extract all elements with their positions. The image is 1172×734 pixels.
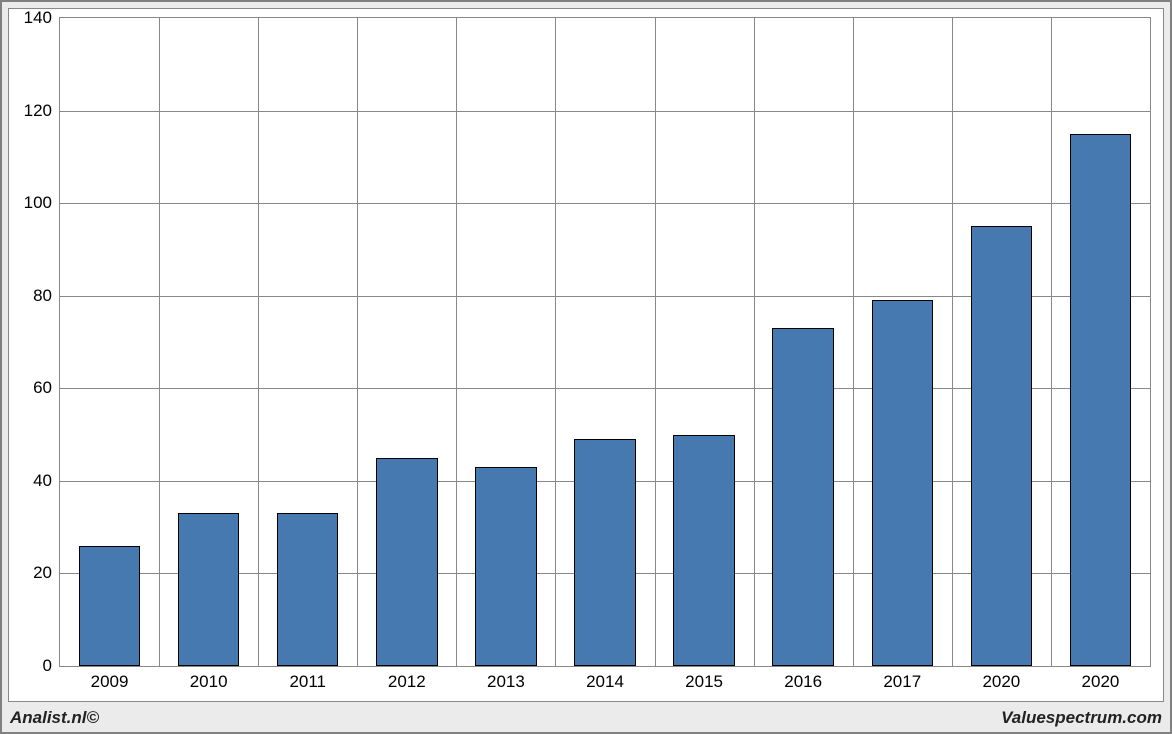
x-tick-label: 2020: [1082, 666, 1120, 692]
y-tick-label: 20: [33, 563, 60, 583]
y-tick-label: 40: [33, 471, 60, 491]
gridline-horizontal: [60, 111, 1150, 112]
y-tick-label: 0: [43, 656, 60, 676]
y-tick-label: 80: [33, 286, 60, 306]
x-tick-label: 2017: [883, 666, 921, 692]
y-tick-label: 120: [24, 101, 60, 121]
bar: [971, 226, 1032, 666]
gridline-vertical: [655, 18, 656, 666]
x-tick-label: 2014: [586, 666, 624, 692]
bar: [475, 467, 536, 666]
gridline-vertical: [357, 18, 358, 666]
x-tick-label: 2011: [289, 666, 326, 692]
gridline-vertical: [456, 18, 457, 666]
plot-area: 0204060801001201402009201020112012201320…: [59, 17, 1151, 667]
gridline-vertical: [952, 18, 953, 666]
y-tick-label: 60: [33, 378, 60, 398]
gridline-vertical: [754, 18, 755, 666]
gridline-horizontal: [60, 203, 1150, 204]
footer-right-label: Valuespectrum.com: [1001, 708, 1162, 728]
bar: [574, 439, 635, 666]
x-tick-label: 2010: [190, 666, 228, 692]
chart-panel: 0 20 40 60 80 100 120 140 2009 2010 2011 2012 2013 20…: [8, 8, 1164, 702]
x-tick-label: 2016: [784, 666, 822, 692]
outer-frame: 0 20 40 60 80 100 120 140 2009 2010 2011 2012 2013 20…: [0, 0, 1172, 734]
x-tick-label: 2015: [685, 666, 723, 692]
x-tick-label: 2012: [388, 666, 426, 692]
y-tick-label: 100: [24, 193, 60, 213]
gridline-vertical: [853, 18, 854, 666]
gridline-vertical: [1051, 18, 1052, 666]
bar: [872, 300, 933, 666]
bar: [277, 513, 338, 666]
bar: [673, 435, 734, 666]
x-tick-label: 2020: [982, 666, 1020, 692]
gridline-vertical: [258, 18, 259, 666]
bar: [376, 458, 437, 666]
y-tick-label: 140: [24, 8, 60, 28]
x-tick-label: 2009: [91, 666, 129, 692]
bar: [1070, 134, 1131, 666]
gridline-vertical: [555, 18, 556, 666]
bar: [772, 328, 833, 666]
gridline-vertical: [159, 18, 160, 666]
footer-left-label: Analist.nl©: [10, 708, 99, 728]
x-tick-label: 2013: [487, 666, 525, 692]
bar: [79, 546, 140, 666]
bar: [178, 513, 239, 666]
